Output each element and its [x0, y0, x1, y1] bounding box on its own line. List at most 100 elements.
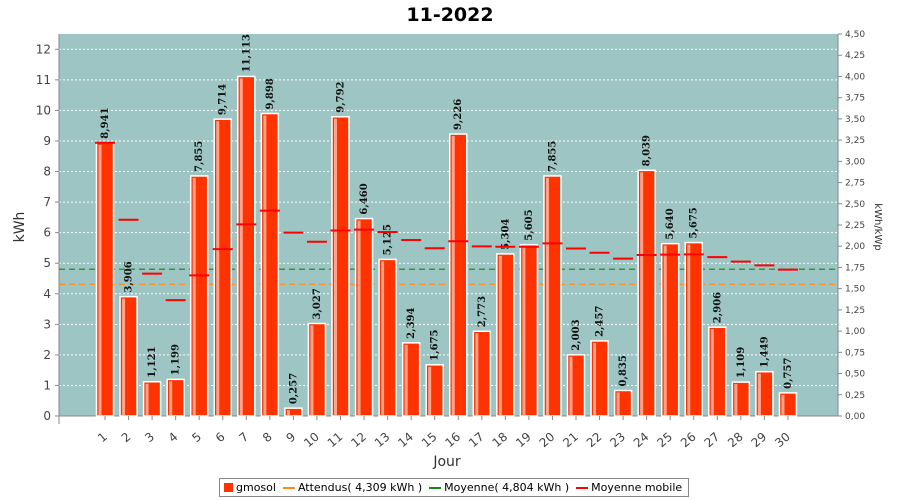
- y-tick-label: 9: [43, 134, 51, 148]
- y-tick-label: 7: [43, 195, 51, 209]
- bar-value-label: 2,394: [406, 307, 417, 338]
- legend-label: Moyenne mobile: [591, 481, 683, 494]
- bar-value-label: 8,941: [100, 107, 111, 138]
- x-tick-label: 13: [372, 430, 393, 451]
- x-tick-label: 30: [772, 430, 793, 451]
- bar-group: [142, 380, 162, 417]
- legend-swatch: [282, 486, 295, 489]
- x-tick-label: 9: [283, 430, 298, 446]
- bar-value-label: 0,835: [618, 355, 629, 386]
- bar-highlight: [381, 261, 385, 415]
- bar-group: [543, 175, 562, 417]
- bar-group: [119, 295, 138, 417]
- x-tick-label: 8: [260, 430, 275, 446]
- legend-swatch: [224, 483, 233, 492]
- bar-highlight: [216, 121, 220, 415]
- bar-highlight: [593, 342, 597, 415]
- y-tick-label: 11: [36, 73, 51, 87]
- bar-highlight: [428, 366, 432, 415]
- x-tick-label: 19: [513, 430, 534, 451]
- bar-highlight: [475, 333, 479, 415]
- bar-value-label: 11,113: [241, 34, 252, 72]
- bar-highlight: [734, 384, 738, 415]
- x-tick-label: 16: [442, 430, 463, 451]
- y-tick-label-right: 1,50: [845, 285, 865, 295]
- bar-group: [213, 118, 232, 417]
- bar-value-label: 2,003: [571, 319, 582, 350]
- bar-group: [95, 142, 115, 417]
- bar-value-label: 3,906: [124, 261, 135, 292]
- bar-group: [755, 370, 774, 417]
- legend-item: gmosol: [224, 481, 276, 494]
- bar-value-label: 9,714: [218, 84, 229, 115]
- y-tick-label: 0: [43, 409, 51, 423]
- bar-highlight: [687, 244, 691, 415]
- y-tick-label-right: 4,25: [845, 51, 865, 61]
- bar-group: [590, 340, 609, 417]
- x-tick-label: 24: [631, 430, 652, 451]
- bar-value-label: 1,199: [171, 344, 182, 375]
- x-tick-label: 15: [419, 430, 440, 451]
- bar-group: [260, 112, 280, 417]
- bar-value-label: 9,792: [336, 81, 347, 112]
- x-tick-label: 17: [466, 430, 487, 451]
- bar-group: [378, 258, 397, 417]
- legend: gmosol Attendus( 4,309 kWh ) Moyenne( 4,80…: [219, 478, 690, 497]
- bar-value-label: 3,027: [312, 288, 323, 319]
- bar-highlight: [122, 298, 126, 415]
- y-tick-label-right: 2,50: [845, 200, 865, 210]
- chart-title: 11-2022: [406, 4, 493, 26]
- y-tick-label-right: 4,50: [845, 30, 865, 40]
- bar-value-label: 5,605: [524, 209, 535, 240]
- bar-highlight: [98, 144, 102, 415]
- y-tick-label-right: 0,75: [845, 348, 865, 358]
- y-tick-label-right: 1,75: [845, 263, 865, 273]
- x-tick-label: 6: [213, 430, 228, 446]
- bar-value-label: 7,855: [194, 141, 205, 172]
- bar-value-label: 5,640: [665, 208, 676, 239]
- bar-group: [401, 342, 421, 417]
- y-tick-label: 10: [36, 103, 51, 117]
- x-tick-label: 27: [702, 430, 723, 451]
- bar-group: [637, 169, 656, 417]
- bar-highlight: [310, 325, 314, 415]
- bar-value-label: 8,039: [642, 135, 653, 166]
- bar-group: [660, 242, 680, 417]
- legend-item: Moyenne( 4,804 kWh ): [429, 481, 569, 494]
- y-tick-label: 12: [36, 42, 51, 56]
- bar-value-label: 5,125: [383, 224, 394, 255]
- bar-group: [778, 392, 798, 417]
- bar-highlight: [522, 246, 526, 415]
- bar-highlight: [145, 383, 149, 415]
- y-tick-label-right: 2,75: [845, 179, 865, 189]
- y-tick-label: 5: [43, 256, 51, 270]
- bar-value-label: 2,906: [712, 292, 723, 323]
- legend-swatch: [576, 486, 589, 489]
- bar-group: [189, 175, 209, 417]
- bar-highlight: [451, 136, 455, 415]
- bar-value-label: 5,304: [500, 219, 511, 250]
- x-tick-label: 22: [584, 430, 605, 451]
- y-tick-label-right: 0,50: [845, 370, 865, 380]
- bar-group: [166, 378, 185, 417]
- legend-label: Attendus( 4,309 kWh ): [297, 481, 423, 494]
- bar-group: [237, 75, 256, 417]
- bar-highlight: [757, 373, 761, 415]
- bar-value-label: 1,121: [147, 346, 158, 377]
- x-tick-label: 25: [654, 430, 675, 451]
- y-tick-label-right: 3,75: [845, 94, 865, 104]
- y-tick-label-right: 2,25: [845, 221, 865, 231]
- legend-label: Moyenne( 4,804 kWh ): [444, 481, 570, 494]
- legend-swatch: [429, 486, 442, 489]
- bar-value-label: 9,898: [265, 78, 276, 109]
- x-tick-label: 2: [119, 430, 134, 446]
- bar-highlight: [569, 356, 573, 415]
- bar-group: [284, 407, 303, 417]
- x-tick-label: 10: [301, 430, 322, 451]
- bar-value-label: 2,457: [595, 306, 606, 337]
- y-tick-label-right: 0,25: [845, 391, 865, 401]
- bar-highlight: [334, 118, 337, 416]
- legend-label: gmosol: [236, 481, 276, 494]
- x-tick-label: 28: [725, 430, 746, 451]
- y-tick-label-right: 2,00: [845, 242, 865, 252]
